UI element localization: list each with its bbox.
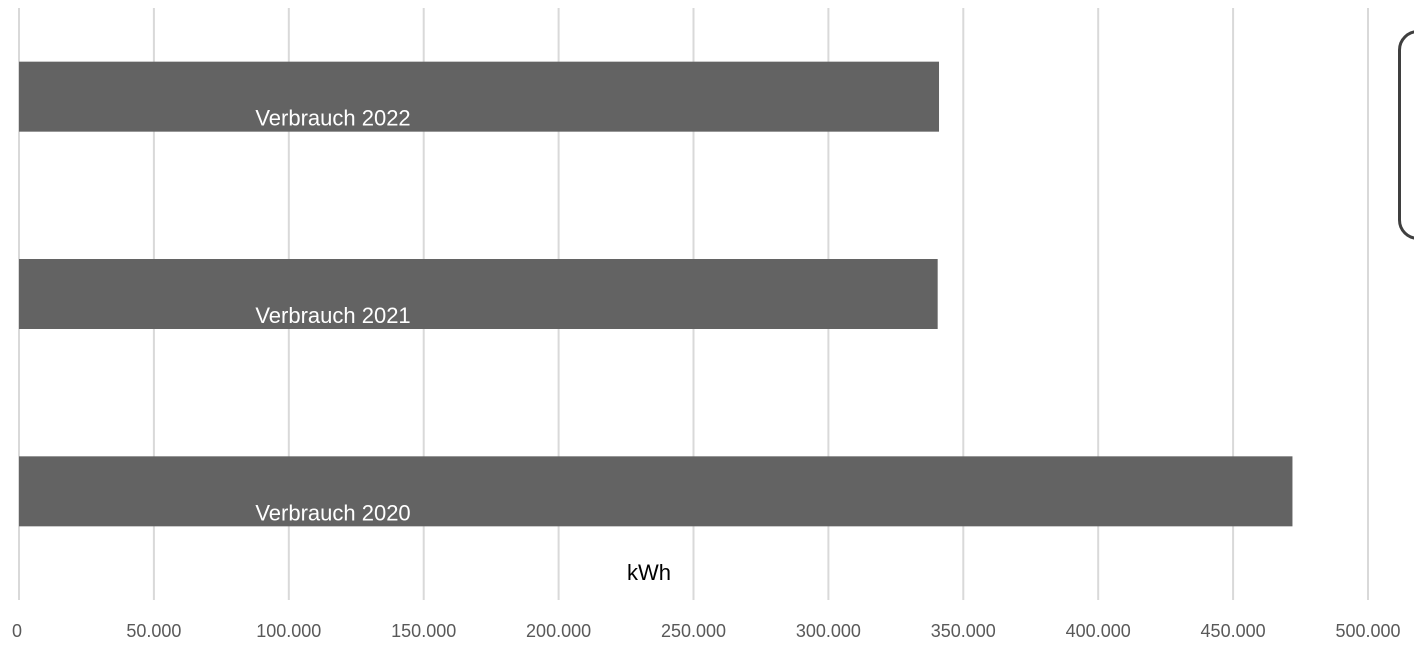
x-tick-label: 50.000 bbox=[126, 621, 181, 641]
x-tick-label: 450.000 bbox=[1201, 621, 1266, 641]
x-tick-label: 400.000 bbox=[1066, 621, 1131, 641]
x-tick-label: 300.000 bbox=[796, 621, 861, 641]
bar bbox=[19, 456, 1293, 527]
bar-category-label: Verbrauch 2020 bbox=[255, 500, 410, 525]
x-tick-label: 350.000 bbox=[931, 621, 996, 641]
bars: Verbrauch 2022 Verbrauch 2021 Verbrauch 20… bbox=[19, 61, 1293, 527]
x-tick-label: 100.000 bbox=[256, 621, 321, 641]
x-tick-label: 0 bbox=[12, 621, 22, 641]
bar bbox=[19, 61, 940, 132]
x-tick-label: 500.000 bbox=[1335, 621, 1400, 641]
bar-category-label: Verbrauch 2022 bbox=[255, 106, 410, 131]
x-tick-label: 200.000 bbox=[526, 621, 591, 641]
x-tick-label: 250.000 bbox=[661, 621, 726, 641]
x-axis-ticks: 0 50.000 100.000 150.000 200.000 250.000 300.0… bbox=[12, 621, 1401, 641]
bar-category-label: Verbrauch 2021 bbox=[255, 303, 410, 328]
x-axis-title: kWh bbox=[627, 560, 671, 585]
bar bbox=[19, 259, 938, 329]
legend-box bbox=[1398, 30, 1414, 240]
x-tick-label: 150.000 bbox=[391, 621, 456, 641]
